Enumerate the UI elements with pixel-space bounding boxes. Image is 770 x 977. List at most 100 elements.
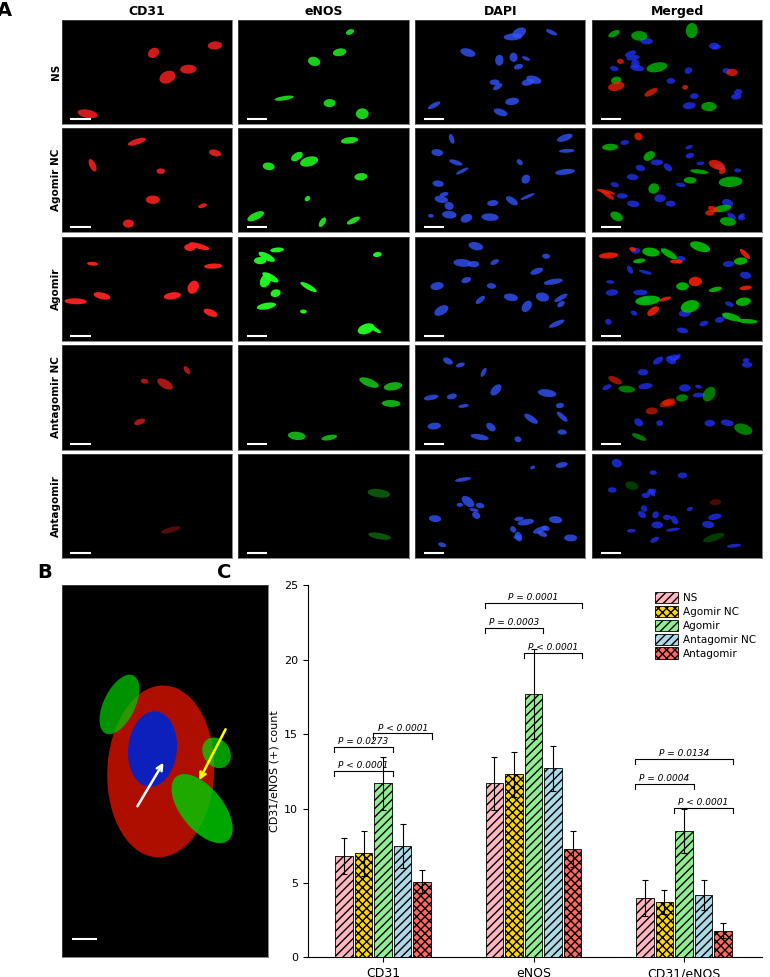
Title: DAPI: DAPI [484,5,517,19]
Ellipse shape [263,162,275,170]
Ellipse shape [288,432,306,440]
Ellipse shape [647,63,668,72]
Ellipse shape [715,164,725,170]
Ellipse shape [690,93,698,99]
Y-axis label: Agomir NC: Agomir NC [51,149,61,211]
Ellipse shape [346,29,354,35]
Ellipse shape [647,488,657,494]
Ellipse shape [549,319,564,328]
Ellipse shape [89,159,96,172]
Ellipse shape [263,273,279,282]
Ellipse shape [538,389,557,397]
Ellipse shape [456,362,465,367]
Ellipse shape [430,282,444,290]
Ellipse shape [99,675,139,734]
Ellipse shape [383,382,402,391]
Ellipse shape [305,196,310,201]
Ellipse shape [735,423,752,435]
Ellipse shape [382,400,400,406]
Ellipse shape [557,134,573,142]
Ellipse shape [356,108,369,119]
Ellipse shape [476,503,484,508]
Ellipse shape [635,296,660,305]
Ellipse shape [198,203,207,208]
Ellipse shape [521,193,534,200]
Ellipse shape [429,515,441,522]
Ellipse shape [476,296,485,304]
Ellipse shape [684,177,697,184]
Ellipse shape [641,505,648,512]
Ellipse shape [715,317,724,322]
Ellipse shape [259,252,275,262]
Ellipse shape [676,395,688,402]
Ellipse shape [723,261,734,267]
Ellipse shape [341,137,358,144]
Ellipse shape [172,774,233,843]
Ellipse shape [666,200,675,207]
Ellipse shape [708,160,725,170]
Ellipse shape [87,262,98,266]
Ellipse shape [514,517,524,521]
Ellipse shape [666,528,680,531]
Ellipse shape [651,159,663,165]
Ellipse shape [678,473,688,479]
Text: P < 0.0001: P < 0.0001 [338,761,389,770]
Ellipse shape [517,519,534,526]
Ellipse shape [433,181,444,187]
Title: Merged: Merged [651,5,704,19]
Ellipse shape [709,43,719,49]
Ellipse shape [638,383,653,389]
Ellipse shape [728,213,736,220]
Ellipse shape [300,282,316,292]
Ellipse shape [648,488,655,496]
Ellipse shape [333,48,346,57]
Ellipse shape [676,256,685,262]
Ellipse shape [686,22,698,38]
Ellipse shape [134,418,146,425]
Ellipse shape [736,298,751,306]
Title: CD31: CD31 [129,5,165,19]
Ellipse shape [709,286,722,292]
Ellipse shape [633,289,648,295]
Ellipse shape [738,216,745,221]
Ellipse shape [487,283,496,289]
Ellipse shape [662,400,675,406]
Ellipse shape [128,138,146,146]
Ellipse shape [522,57,530,61]
Ellipse shape [679,310,691,317]
Ellipse shape [617,193,628,198]
Ellipse shape [442,211,457,219]
Y-axis label: Agomir: Agomir [51,268,61,310]
Ellipse shape [159,70,176,84]
Ellipse shape [444,202,454,210]
Ellipse shape [631,248,641,254]
Ellipse shape [480,367,487,377]
Ellipse shape [639,270,652,275]
Ellipse shape [514,64,523,69]
Ellipse shape [428,102,440,109]
Ellipse shape [676,282,689,290]
Ellipse shape [611,76,621,84]
Ellipse shape [742,361,752,367]
Ellipse shape [537,531,547,537]
Ellipse shape [644,151,655,161]
Ellipse shape [618,386,635,393]
Ellipse shape [209,149,221,156]
Ellipse shape [458,404,469,407]
Ellipse shape [514,437,521,443]
Ellipse shape [555,169,575,175]
Ellipse shape [654,194,666,202]
Ellipse shape [554,294,567,302]
Ellipse shape [521,79,534,86]
Ellipse shape [626,55,640,61]
Ellipse shape [468,261,479,268]
Ellipse shape [648,306,659,316]
Ellipse shape [490,259,499,265]
Ellipse shape [367,488,390,497]
Ellipse shape [646,407,658,414]
Ellipse shape [638,511,646,518]
Bar [393,846,411,957]
Bar [355,853,373,957]
Ellipse shape [727,544,741,548]
Ellipse shape [743,359,749,362]
